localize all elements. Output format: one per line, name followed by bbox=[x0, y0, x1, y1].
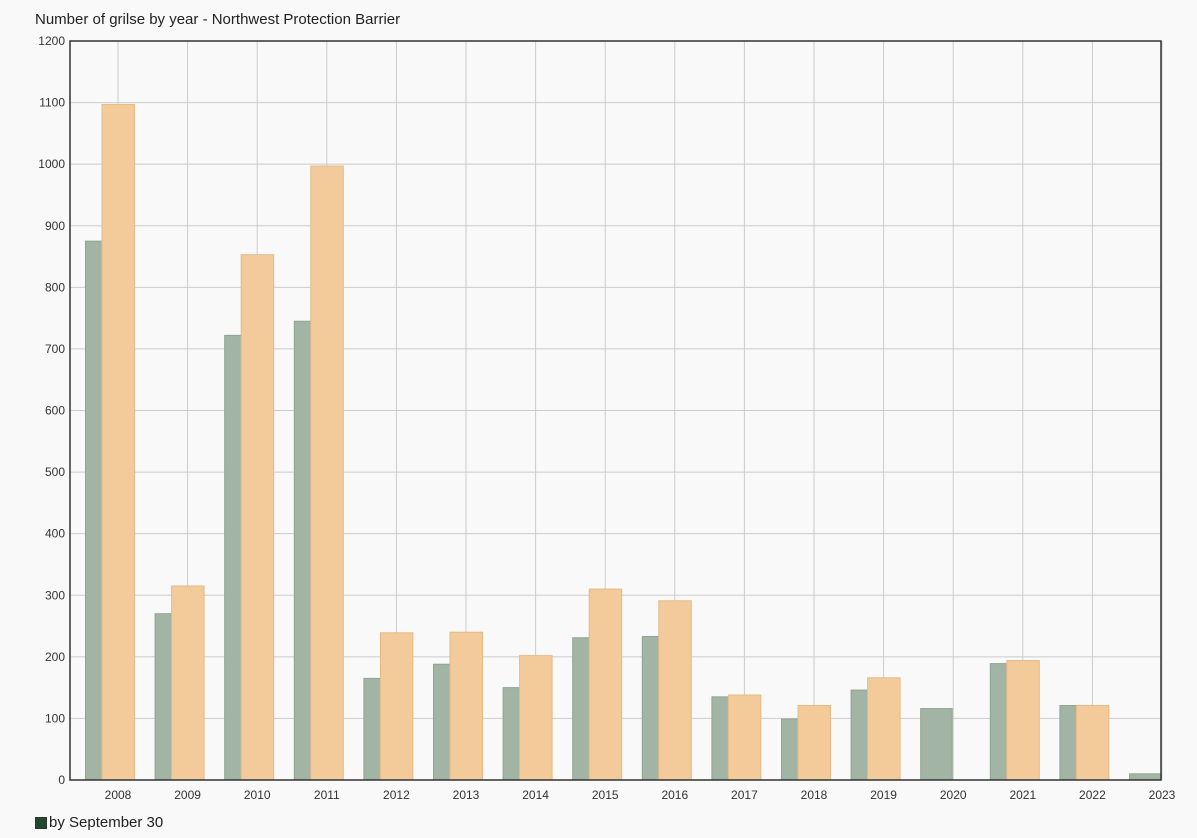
x-tick-label: 2019 bbox=[870, 788, 897, 802]
plot-frame bbox=[69, 40, 1162, 781]
x-tick-label: 2010 bbox=[244, 788, 271, 802]
y-tick-label: 800 bbox=[45, 280, 65, 294]
bars-layer bbox=[85, 103, 1162, 781]
y-tick-label: 1100 bbox=[39, 96, 65, 110]
bar-series-2[interactable] bbox=[658, 600, 692, 781]
x-tick-label: 2008 bbox=[105, 788, 132, 802]
y-tick-label: 900 bbox=[45, 219, 65, 233]
bar-series-2[interactable] bbox=[588, 588, 623, 781]
x-tick-label: 2021 bbox=[1009, 788, 1036, 802]
x-tick-label: 2009 bbox=[174, 788, 201, 802]
bar-series-2[interactable] bbox=[867, 677, 901, 781]
legend-label: by September 30 bbox=[49, 814, 164, 831]
bar-series-2[interactable] bbox=[449, 631, 483, 781]
legend-swatch bbox=[35, 816, 47, 829]
bar-by-september-30[interactable] bbox=[920, 708, 953, 781]
legend[interactable]: by September 30 bbox=[35, 814, 163, 831]
bar-by-september-30[interactable] bbox=[1129, 773, 1162, 781]
y-tick-label: 700 bbox=[45, 342, 65, 356]
bar-series-2[interactable] bbox=[240, 254, 275, 781]
x-tick-label: 2011 bbox=[314, 788, 340, 802]
x-tick-label: 2017 bbox=[731, 788, 758, 802]
x-tick-label: 2012 bbox=[383, 788, 410, 802]
bar-series-2[interactable] bbox=[727, 694, 762, 781]
x-tick-label: 2023 bbox=[1149, 788, 1176, 802]
bar-series-2[interactable] bbox=[101, 103, 135, 781]
axis-layer: 0 100 200 300 400 500 600 700 800 900 1000 1100 1200… bbox=[38, 34, 1175, 802]
y-tick-label: 300 bbox=[45, 588, 65, 602]
x-tick-label: 2015 bbox=[592, 788, 619, 802]
y-tick-label: 600 bbox=[45, 404, 65, 418]
y-tick-label: 400 bbox=[45, 527, 65, 541]
x-tick-label: 2018 bbox=[801, 788, 828, 802]
bar-series-2[interactable] bbox=[519, 655, 553, 781]
bar-series-2[interactable] bbox=[797, 704, 831, 781]
chart-title: Number of grilse by year - Northwest Pro… bbox=[35, 11, 401, 28]
bar-series-2[interactable] bbox=[171, 585, 205, 781]
x-tick-label: 2013 bbox=[453, 788, 480, 802]
x-tick-label: 2016 bbox=[661, 788, 688, 802]
bar-series-2[interactable] bbox=[379, 632, 414, 781]
y-tick-label: 1200 bbox=[38, 34, 65, 48]
y-tick-label: 500 bbox=[45, 465, 65, 479]
y-tick-label: 0 bbox=[58, 773, 65, 787]
bar-series-2[interactable] bbox=[310, 165, 344, 781]
x-tick-label: 2022 bbox=[1079, 788, 1106, 802]
y-tick-label: 200 bbox=[45, 650, 65, 664]
y-tick-label: 100 bbox=[45, 711, 65, 725]
bar-series-2[interactable] bbox=[1006, 660, 1040, 781]
y-tick-label: 1000 bbox=[38, 157, 65, 171]
x-tick-label: 2020 bbox=[940, 788, 967, 802]
bar-series-2[interactable] bbox=[1075, 704, 1110, 781]
x-tick-label: 2014 bbox=[522, 788, 549, 802]
